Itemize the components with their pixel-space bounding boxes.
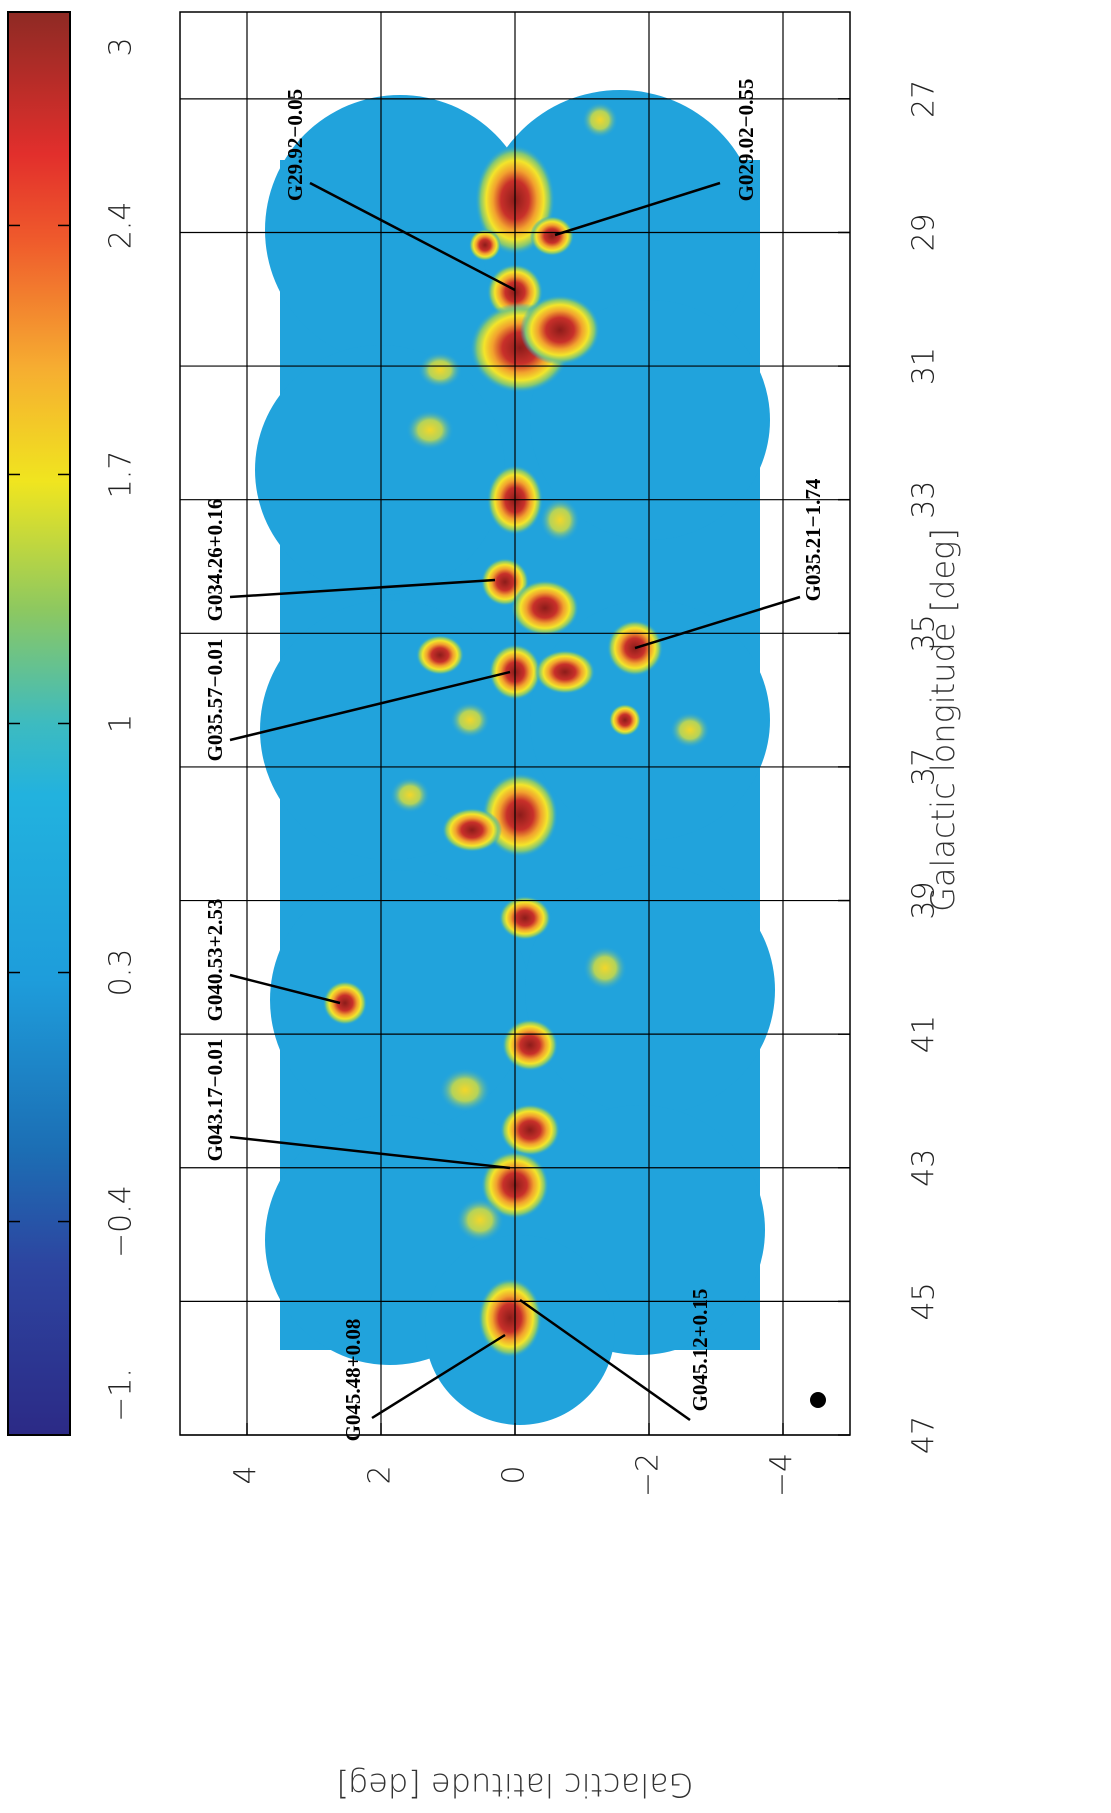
source-label: G040.53+2.53 [203, 899, 227, 1022]
x-tick-label: 45 [907, 1282, 942, 1320]
colorbar-tick-label: 1 [104, 714, 139, 733]
y-tick-label: −2 [631, 1453, 666, 1497]
colorbar-tick-label: 0.3 [104, 949, 139, 997]
x-tick-label: 27 [907, 80, 942, 118]
x-tick-label: 39 [907, 881, 942, 919]
source-label: G045.12+0.15 [688, 1289, 712, 1412]
x-tick-label: 29 [907, 213, 942, 251]
x-tick-label: 33 [907, 481, 942, 519]
source-label: G035.21−1.74 [801, 478, 825, 601]
source-label: G043.17−0.01 [203, 1039, 227, 1162]
source-label: G045.48+0.08 [341, 1319, 365, 1442]
y-tick-label: −4 [765, 1453, 800, 1497]
x-tick-label: 35 [907, 614, 942, 652]
x-tick-label: 41 [907, 1015, 942, 1053]
source-label: G035.57−0.01 [203, 639, 227, 762]
y-tick-label: 4 [229, 1465, 264, 1484]
y-tick-label: 0 [497, 1465, 532, 1484]
x-axis-label: Galactic longitude [deg] [924, 528, 962, 912]
x-tick-label: 47 [907, 1416, 942, 1454]
x-tick-label: 37 [907, 748, 942, 786]
colorbar-tick-label: 1.7 [104, 451, 139, 499]
source-label: G29.92−0.05 [283, 89, 307, 201]
x-tick-label: 43 [907, 1149, 942, 1187]
colorbar-tick-label: −1. [104, 1368, 139, 1422]
colorbar-tick-label: −0.4 [104, 1185, 139, 1258]
y-tick-label: 2 [363, 1465, 398, 1484]
colorbar-tick-label: 3 [104, 37, 139, 56]
grid [180, 12, 850, 1436]
leader-lines [229, 181, 801, 1422]
colorbar-tick-label: 2.4 [104, 202, 139, 250]
source-label: G029.02−0.55 [734, 79, 758, 202]
source-label: G034.26+0.16 [203, 499, 227, 622]
map-image [255, 90, 826, 1425]
colorbar-ticks: −1. −0.4 0.3 1 1.7 2.4 3 [8, 11, 139, 1436]
x-tick-label: 31 [907, 347, 942, 385]
y-axis-label: Galactic latitude [deg] [337, 1766, 694, 1804]
